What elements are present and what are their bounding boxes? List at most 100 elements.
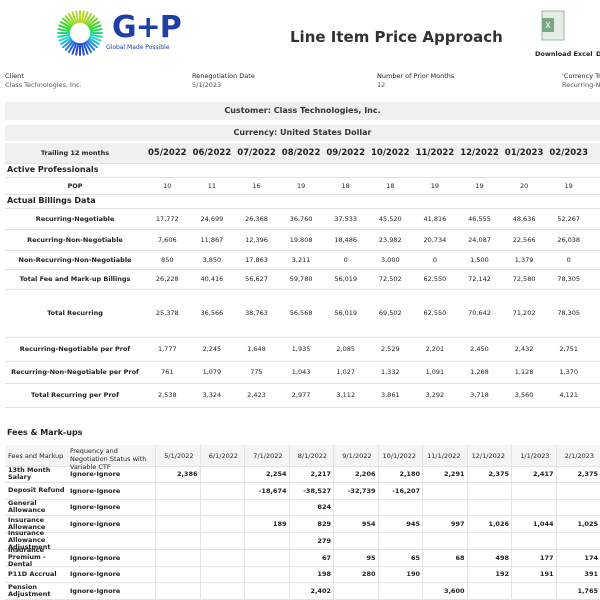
fee-cell: 2,417 — [532, 470, 554, 478]
cell: 23,982 — [378, 236, 402, 244]
cell: 16 — [252, 182, 261, 190]
fee-cell: 177 — [539, 553, 554, 562]
cell: 2,201 — [425, 345, 445, 353]
cell: 10 — [163, 182, 172, 190]
info-value: 5/1/2023 — [192, 81, 222, 89]
fee-cell: -38,527 — [303, 486, 331, 495]
fee-label: 13th Month Salary — [8, 466, 51, 481]
fee-status: Ignore-Ignore — [70, 470, 121, 478]
fees-row — [5, 482, 600, 500]
fee-cell: 829 — [317, 519, 331, 528]
excel-icon[interactable]: X — [540, 10, 568, 42]
fee-cell: 3,600 — [443, 586, 465, 595]
cell: 761 — [161, 368, 174, 376]
fee-cell: 2,375 — [488, 470, 509, 478]
summary-row — [5, 250, 600, 270]
col-divider — [333, 445, 334, 600]
fee-cell: 1,026 — [488, 519, 509, 528]
cell: 52,267 — [557, 215, 581, 223]
col-divider — [155, 445, 156, 600]
summary-row — [5, 178, 600, 195]
cell: 62,550 — [423, 275, 447, 283]
cell: 3,560 — [514, 391, 534, 399]
customer-banner: Customer: Class Technologies, Inc. — [5, 102, 600, 120]
col-header: 8/1/2022 — [297, 452, 327, 460]
cell: 1,332 — [380, 368, 400, 376]
fee-label: Deposit Refund — [8, 486, 65, 494]
cell: 18 — [341, 182, 350, 190]
fee-cell: 391 — [584, 570, 598, 578]
month-header: 06/2022 — [192, 148, 232, 158]
cell: 2,432 — [514, 345, 534, 353]
summary-row — [5, 230, 600, 251]
cell: 2,450 — [470, 345, 489, 353]
cell: 45,520 — [378, 215, 402, 223]
cell: 1,370 — [559, 368, 578, 376]
cell: 1,043 — [291, 368, 311, 376]
section-title: Actual Billings Data — [7, 196, 96, 205]
cell: 18 — [386, 182, 395, 190]
col-header: 6/1/2022 — [208, 452, 238, 460]
fees-row — [5, 499, 600, 516]
cell: 0 — [343, 255, 348, 264]
summary-row — [5, 209, 600, 230]
row-label: Total Recurring — [47, 309, 103, 317]
cell: 71,202 — [512, 309, 536, 317]
fee-cell: 945 — [406, 519, 420, 528]
cell: 72,580 — [512, 275, 536, 283]
cell: 1,648 — [247, 345, 266, 353]
cell: 2,245 — [202, 345, 222, 353]
summary-row — [5, 383, 600, 408]
cell: 78,305 — [557, 309, 581, 317]
col-header: 10/1/2022 — [382, 452, 416, 460]
fee-cell: 280 — [361, 570, 376, 578]
fees-row — [5, 466, 600, 483]
fee-cell: 2,402 — [310, 586, 331, 595]
fee-cell: 1,765 — [577, 586, 598, 595]
cell: 17,863 — [245, 255, 268, 264]
fee-cell: 95 — [366, 553, 376, 562]
cell: 72,142 — [468, 275, 491, 283]
fee-cell: 65 — [410, 553, 420, 562]
fee-label: Insurance Allowance Adjustment — [8, 529, 51, 551]
logo-burst — [57, 10, 103, 56]
page-title: Line Item Price Approach — [290, 28, 503, 46]
cell: 36,566 — [200, 309, 224, 317]
cell: 2,751 — [559, 345, 578, 353]
download-other[interactable]: D — [596, 50, 600, 58]
logo-text: G+P — [112, 10, 182, 45]
download-excel[interactable]: Download Excel — [535, 50, 593, 58]
cell: 2,423 — [247, 391, 266, 399]
month-header: 09/2022 — [326, 148, 365, 158]
col-header: Frequency and Negotiation Status with Va… — [70, 447, 147, 471]
section-row — [5, 164, 600, 178]
fee-cell: 174 — [584, 553, 598, 562]
cell: 69,502 — [378, 309, 402, 317]
col-header: 2/1/2023 — [564, 452, 594, 460]
fee-label: General Allowance — [8, 499, 46, 514]
cell: 19 — [475, 182, 484, 190]
fees-title: Fees & Mark-ups — [7, 428, 83, 437]
fee-label: P11D Accrual — [8, 569, 57, 578]
cell: 1,268 — [470, 368, 489, 376]
cell: 2,085 — [336, 345, 355, 353]
fee-status: Ignore-Ignore — [70, 503, 121, 511]
col-header: 9/1/2022 — [342, 452, 372, 460]
summary-header: Trailing 12 months — [40, 149, 110, 157]
cell: 56,568 — [289, 309, 313, 317]
cell: 40,416 — [200, 275, 224, 283]
month-header: 11/2022 — [415, 148, 455, 158]
fee-cell: -16,207 — [392, 486, 420, 495]
cell: 850 — [161, 255, 174, 264]
cell: 59,780 — [289, 275, 313, 283]
cell: 24,699 — [200, 215, 224, 223]
fee-cell: 67 — [321, 553, 331, 562]
col-header: 12/1/2022 — [471, 452, 505, 460]
fee-cell: 498 — [495, 553, 509, 562]
fee-label: Insurance Allowance — [8, 515, 46, 531]
month-header: 08/2022 — [281, 148, 321, 158]
month-header: 02/2023 — [549, 148, 588, 158]
row-label: Non-Recurring-Non-Negotiable — [18, 255, 132, 264]
month-header: 07/2022 — [237, 148, 276, 158]
